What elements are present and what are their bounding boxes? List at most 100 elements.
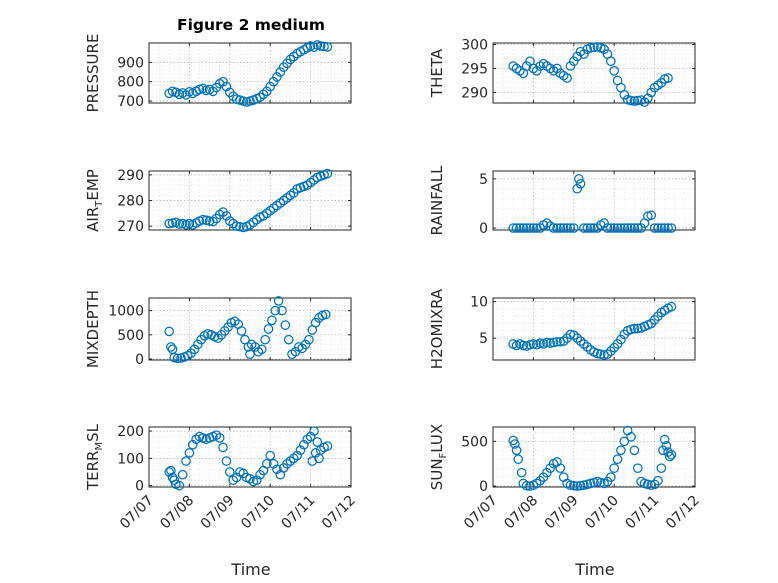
data-point: [322, 168, 333, 179]
data-point: [508, 223, 519, 233]
data-point: [646, 210, 657, 221]
data-point: [595, 349, 606, 359]
data-point: [606, 56, 616, 67]
data-point: [632, 323, 643, 334]
data-point: [565, 61, 576, 71]
data-point: [535, 338, 545, 349]
data-point: [172, 353, 183, 364]
data-point: [309, 426, 319, 436]
y-tick-label: 290: [117, 168, 144, 184]
data-point: [304, 334, 314, 345]
data-point: [632, 95, 643, 106]
data-point: [251, 475, 262, 486]
data-point: [585, 223, 596, 233]
axes-box: [492, 297, 696, 361]
data-point: [552, 336, 562, 347]
data-point: [574, 174, 584, 184]
data-point: [275, 67, 286, 77]
data-point: [612, 454, 623, 465]
data-point: [305, 431, 316, 442]
x-tick-label: 07/07: [117, 493, 157, 533]
data-point: [245, 349, 255, 360]
data-point: [513, 454, 524, 465]
data-point: [231, 221, 242, 231]
data-point: [602, 349, 613, 359]
x-tick-label: 07/07: [461, 493, 501, 533]
subplot-3: 270 280 290 AIRTEMP: [84, 168, 352, 235]
data-point: [191, 434, 201, 445]
data-point: [174, 480, 185, 491]
x-tick-label: 07/09: [542, 493, 582, 533]
data-point: [629, 96, 640, 106]
x-tick-label: 07/10: [238, 493, 278, 533]
data-point: [518, 223, 529, 233]
y-tick-label: 700: [117, 94, 144, 110]
data-point: [666, 223, 677, 233]
data-point: [629, 223, 640, 233]
data-point: [663, 447, 673, 457]
data-point: [322, 42, 333, 52]
y-tick-label: 0: [135, 479, 144, 495]
y-axis-label: AIRTEMP: [84, 169, 105, 232]
data-point: [664, 451, 675, 462]
data-point: [181, 90, 191, 100]
y-axis-label: H2OMIXRA: [428, 288, 446, 369]
data-point: [602, 223, 613, 233]
x-tick-label: 07/08: [157, 493, 197, 533]
y-axis-label: RAINFALL: [428, 165, 446, 236]
y-tick-label: 295: [461, 61, 488, 77]
data-point: [221, 211, 232, 221]
data-point: [214, 433, 225, 443]
data-point: [575, 336, 586, 346]
y-tick-label: 900: [117, 55, 144, 71]
subplot-1: 700 800 900 PRESSURE: [84, 34, 352, 112]
data-point: [653, 475, 663, 486]
data-point: [213, 333, 223, 344]
data-point: [616, 334, 626, 345]
data-point: [273, 296, 284, 306]
data-point: [555, 463, 566, 474]
data-point: [307, 456, 318, 466]
data-point: [164, 218, 175, 229]
data-point: [606, 472, 616, 482]
y-tick-label: 300: [461, 37, 488, 53]
data-point: [599, 218, 609, 228]
x-axis-label-right: Time: [574, 560, 614, 579]
y-tick-label: 5: [479, 331, 488, 347]
data-point: [166, 342, 176, 352]
data-point: [221, 456, 232, 466]
x-tick-label: 07/11: [279, 493, 319, 533]
data-point: [575, 178, 586, 189]
data-point: [518, 340, 529, 351]
data-point: [606, 223, 616, 233]
data-point: [568, 480, 579, 491]
data-point: [663, 223, 673, 233]
data-point: [579, 49, 589, 59]
y-tick-label: 280: [117, 194, 144, 210]
data-point: [565, 480, 576, 491]
data-point: [302, 434, 313, 445]
data-point: [582, 223, 593, 233]
data-point: [548, 337, 559, 348]
y-tick-label: 290: [461, 85, 488, 101]
y-axis-label: TERRMSL: [84, 423, 105, 491]
data-point: [224, 467, 235, 477]
data-point: [636, 223, 646, 233]
subplot-6: 5 10 H2OMIXRA: [428, 288, 696, 369]
data-point: [589, 42, 599, 53]
data-point: [542, 218, 552, 228]
data-point: [535, 223, 545, 233]
y-axis-label: MIXDEPTH: [84, 290, 102, 368]
y-tick-label: 500: [461, 434, 488, 450]
data-point: [659, 434, 670, 445]
y-tick-label: 10: [470, 295, 488, 311]
data-point: [646, 87, 657, 98]
y-axis-label: SUNFLUX: [428, 424, 449, 490]
x-axis-label-left: Time: [230, 560, 270, 579]
data-point: [626, 432, 636, 442]
data-point: [616, 445, 626, 456]
data-point: [511, 445, 522, 456]
data-point: [299, 439, 309, 450]
data-point: [612, 223, 623, 233]
